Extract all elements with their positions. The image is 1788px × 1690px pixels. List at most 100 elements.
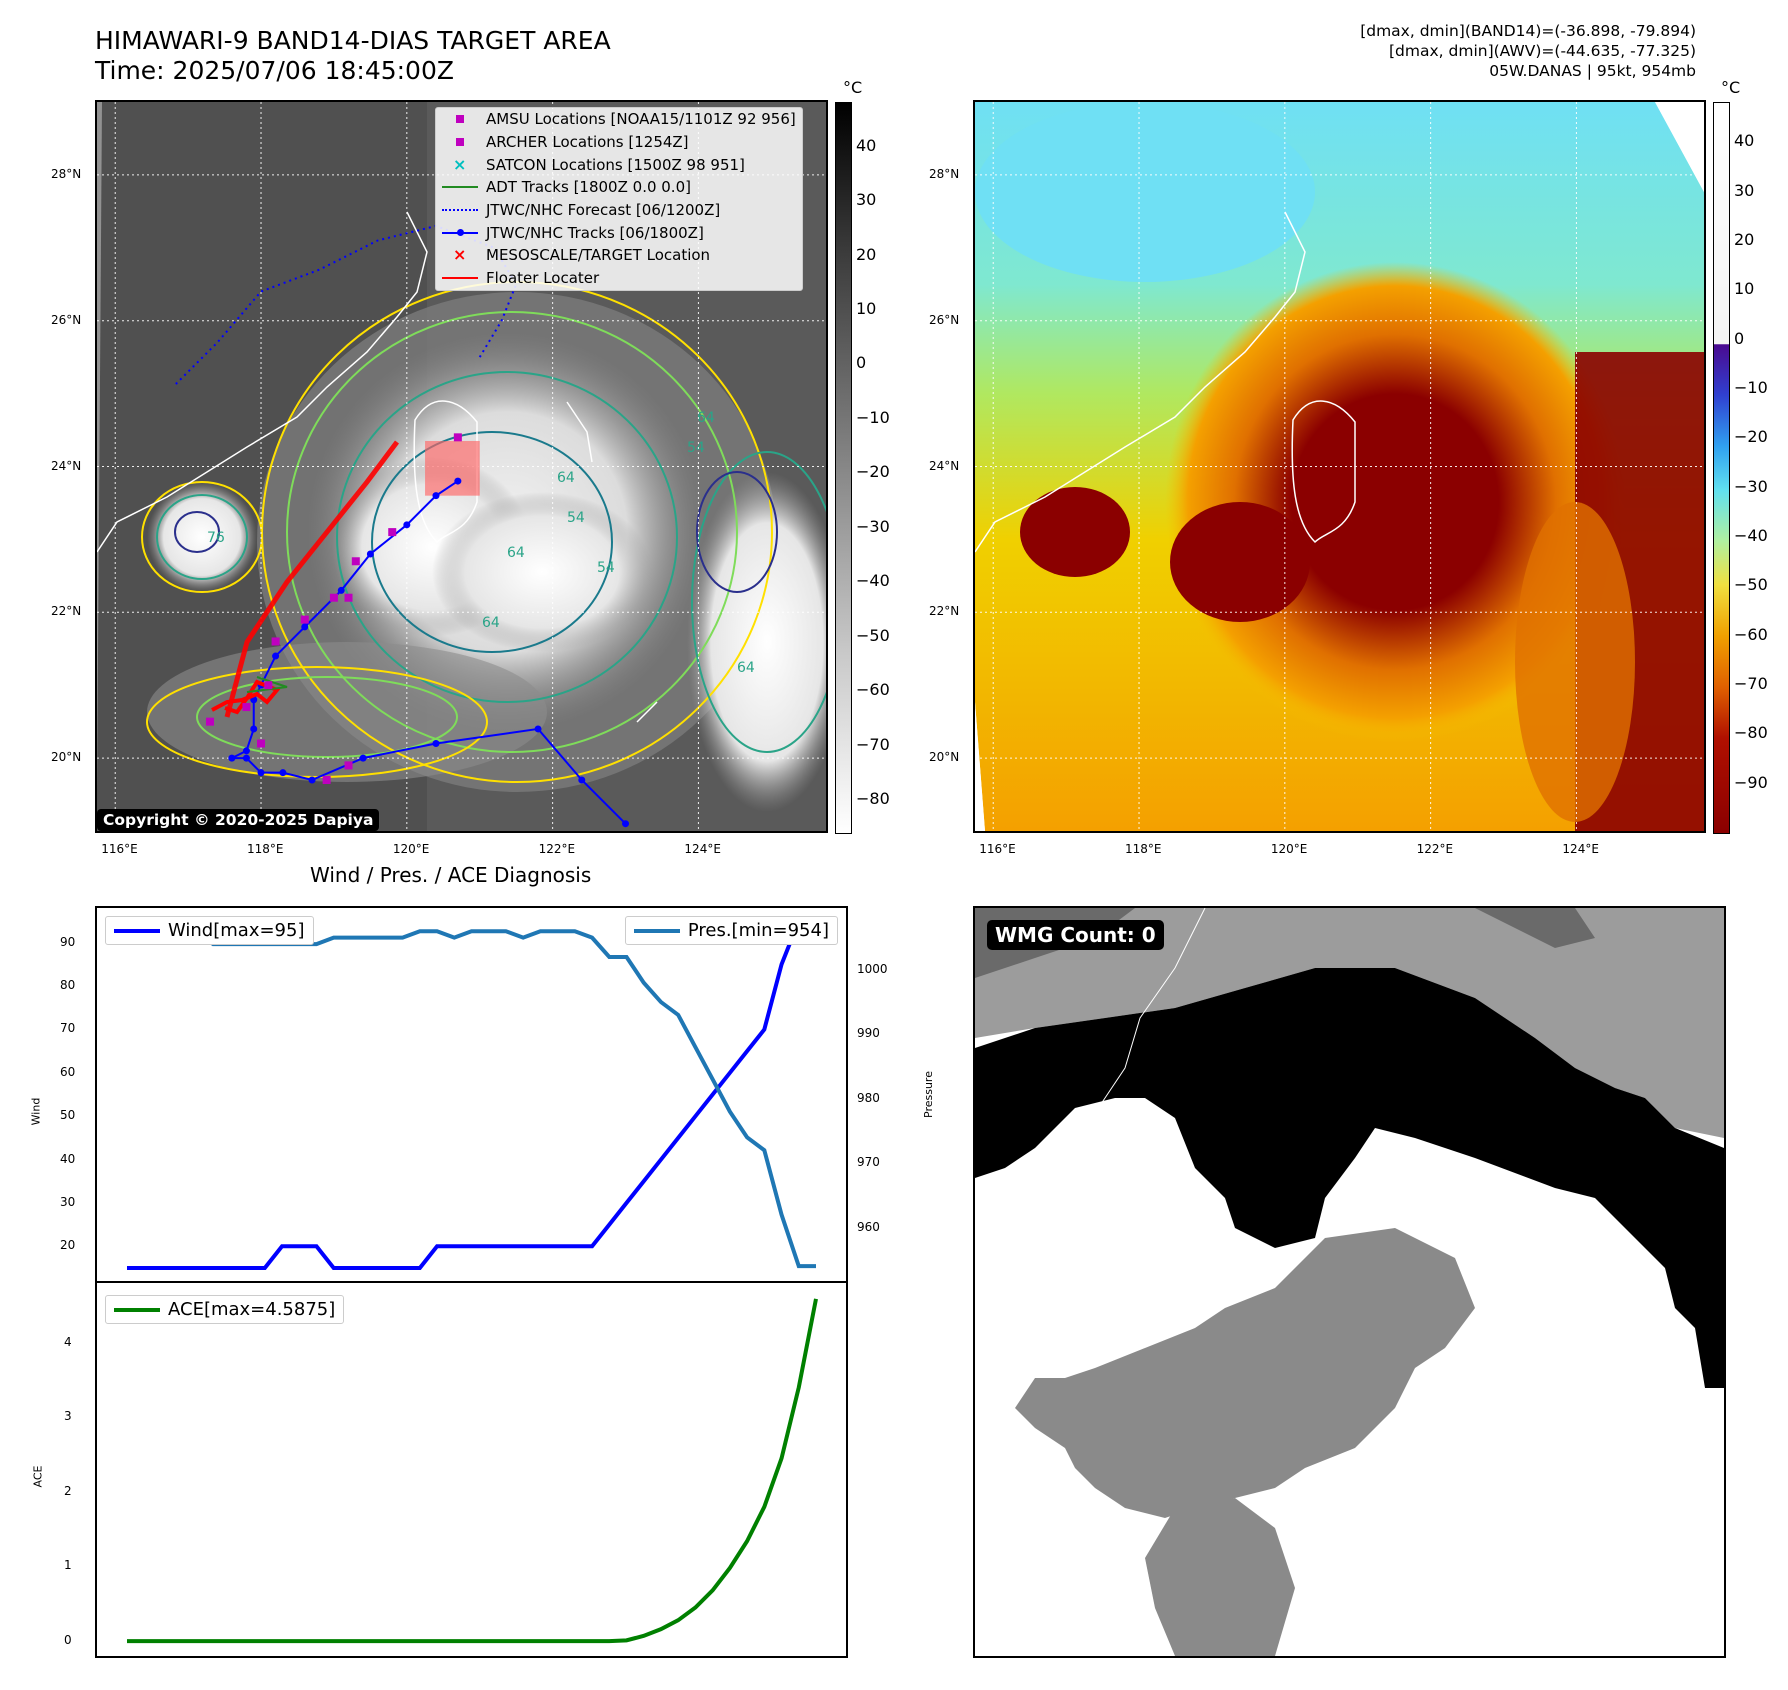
tr-lat-tick: 28°N — [929, 166, 960, 181]
awv-colorbar — [1713, 102, 1730, 834]
awv-colorbar-tick: 30 — [1734, 180, 1755, 200]
jtwc-track-point — [228, 754, 236, 762]
tl-lon-tick: 122°E — [538, 842, 576, 856]
ir-colorbar-tick: 40 — [856, 135, 877, 155]
amsu-location-marker — [257, 739, 266, 748]
tr-lat-tick: 22°N — [929, 604, 960, 619]
wmg-panel: WMG Count: 0 — [973, 906, 1726, 1658]
wind-legend-label: Wind[max=95] — [168, 920, 305, 941]
amsu-location-marker — [300, 615, 309, 624]
amsu-legend-symbol — [436, 108, 486, 130]
tl-lon-tick: 120°E — [392, 842, 430, 856]
jtwc-track-point — [366, 550, 374, 558]
jtwc-track-point — [279, 769, 287, 777]
pressure-tick: 990 — [857, 1026, 880, 1041]
legend-entry-archer: ARCHER Locations [1254Z] — [436, 131, 802, 154]
ir-colorbar-tick: −60 — [856, 680, 890, 700]
amsu-location-marker — [329, 593, 338, 602]
awv-map-panel — [973, 100, 1706, 833]
awv-colorbar-tick: −50 — [1734, 575, 1768, 595]
awv-colorbar-tick: −60 — [1734, 624, 1768, 644]
jtwc-track-point — [454, 477, 462, 485]
legend-label: AMSU Locations [NOAA15/1101Z 92 956] — [486, 110, 796, 129]
wind-legend-swatch — [114, 928, 160, 933]
contour-label: 64 — [737, 660, 755, 676]
ir-map-panel: 64 54 64 64 54 64 54 64 76 AMSU Locations [NOAA1… — [95, 100, 828, 833]
legend-label: MESOSCALE/TARGET Location — [486, 246, 711, 265]
wind-tick: 50 — [60, 1108, 76, 1123]
ir-colorbar-tick: 10 — [856, 299, 877, 318]
legend-entry-floater: Floater Locater — [436, 267, 802, 290]
jtwc-track-point — [242, 754, 250, 762]
contour-label: 64 — [697, 410, 715, 426]
ace-legend: ACE[max=4.5875] — [105, 1295, 345, 1324]
awv-colorbar-tick: −70 — [1734, 674, 1768, 694]
awv-colorbar-tick: −80 — [1734, 723, 1768, 743]
amsu-location-marker — [271, 637, 280, 646]
ir-colorbar-tick: −70 — [856, 734, 890, 754]
jtwc-track-point — [622, 820, 630, 828]
jtwc-track-point — [432, 740, 440, 748]
jtwc-track-point — [578, 776, 586, 784]
tr-lon-tick: 120°E — [1270, 842, 1308, 856]
ir-colorbar-tick: 20 — [856, 244, 877, 264]
satcon-legend-symbol: × — [453, 154, 467, 174]
jtwc_forecast-legend-symbol — [436, 199, 486, 221]
tl-lat-tick: 26°N — [51, 312, 82, 327]
tr-lon-tick: 116°E — [979, 842, 1016, 856]
wind-tick: 30 — [60, 1194, 76, 1209]
legend-entry-target: × MESOSCALE/TARGET Location — [436, 244, 802, 267]
legend-label: ARCHER Locations [1254Z] — [486, 133, 689, 152]
jtwc-track-point — [534, 725, 542, 733]
floater-track-line — [224, 440, 399, 718]
wind-tick: 80 — [60, 978, 76, 993]
pressure-series-line — [127, 929, 816, 1269]
info-band14: [dmax, dmin](BAND14)=(-36.898, -79.894) — [1360, 22, 1696, 40]
jtwc-track-point — [432, 492, 440, 500]
contour-label: 76 — [207, 530, 225, 546]
amsu-location-marker — [344, 593, 353, 602]
pressure-legend-swatch — [633, 928, 680, 933]
tr-lon-tick: 118°E — [1125, 842, 1162, 856]
tl-lat-tick: 28°N — [51, 166, 82, 181]
ace-tick: 2 — [64, 1483, 72, 1498]
ir-colorbar-unit: °C — [843, 78, 863, 97]
legend-label: Floater Locater — [486, 269, 600, 288]
legend-label: JTWC/NHC Forecast [06/1200Z] — [486, 201, 721, 220]
contour-label: 64 — [507, 545, 525, 561]
jtwc-track-point — [242, 747, 250, 755]
awv-colorbar-tick: −90 — [1734, 772, 1768, 792]
awv-colorbar-tick: −10 — [1734, 378, 1768, 398]
target-legend-symbol: × — [453, 245, 467, 265]
wind-series-line — [127, 919, 816, 1270]
awv-colorbar-tick: 40 — [1734, 131, 1755, 151]
jtwc-forecast-line — [172, 224, 518, 388]
tr-lat-tick: 26°N — [929, 312, 960, 327]
ace-legend-label: ACE[max=4.5875] — [168, 1299, 336, 1320]
pressure-axis-label: Pressure — [921, 1071, 935, 1118]
adt-legend-symbol — [436, 176, 486, 198]
amsu-location-marker — [264, 681, 273, 690]
jtwc-track-point — [250, 725, 258, 733]
tl-lon-tick: 118°E — [247, 842, 284, 856]
ace-tick: 1 — [64, 1558, 72, 1573]
ir-colorbar-tick: −50 — [856, 625, 890, 645]
jtwc-track-point — [337, 586, 345, 594]
jtwc-track-point — [301, 623, 309, 631]
figure-title: HIMAWARI-9 BAND14-DIAS TARGET AREA — [95, 26, 611, 55]
awv-colorbar-unit: °C — [1721, 78, 1741, 97]
ir-colorbar-tick: −10 — [856, 407, 890, 427]
amsu-location-marker — [388, 528, 397, 537]
floater-legend-symbol — [436, 267, 486, 289]
pressure-tick: 1000 — [857, 961, 888, 976]
amsu-location-marker — [205, 717, 214, 726]
wind-tick: 70 — [60, 1021, 76, 1036]
tl-lon-tick: 116°E — [101, 842, 138, 856]
ace-chart — [127, 1298, 818, 1644]
ir-colorbar-tick: −80 — [856, 789, 890, 809]
ir-colorbar — [835, 102, 852, 834]
wind-tick: 60 — [60, 1064, 76, 1079]
ir-colorbar-tick: −20 — [856, 462, 890, 482]
amsu-location-marker — [351, 557, 360, 566]
amsu-location-marker — [453, 433, 462, 442]
